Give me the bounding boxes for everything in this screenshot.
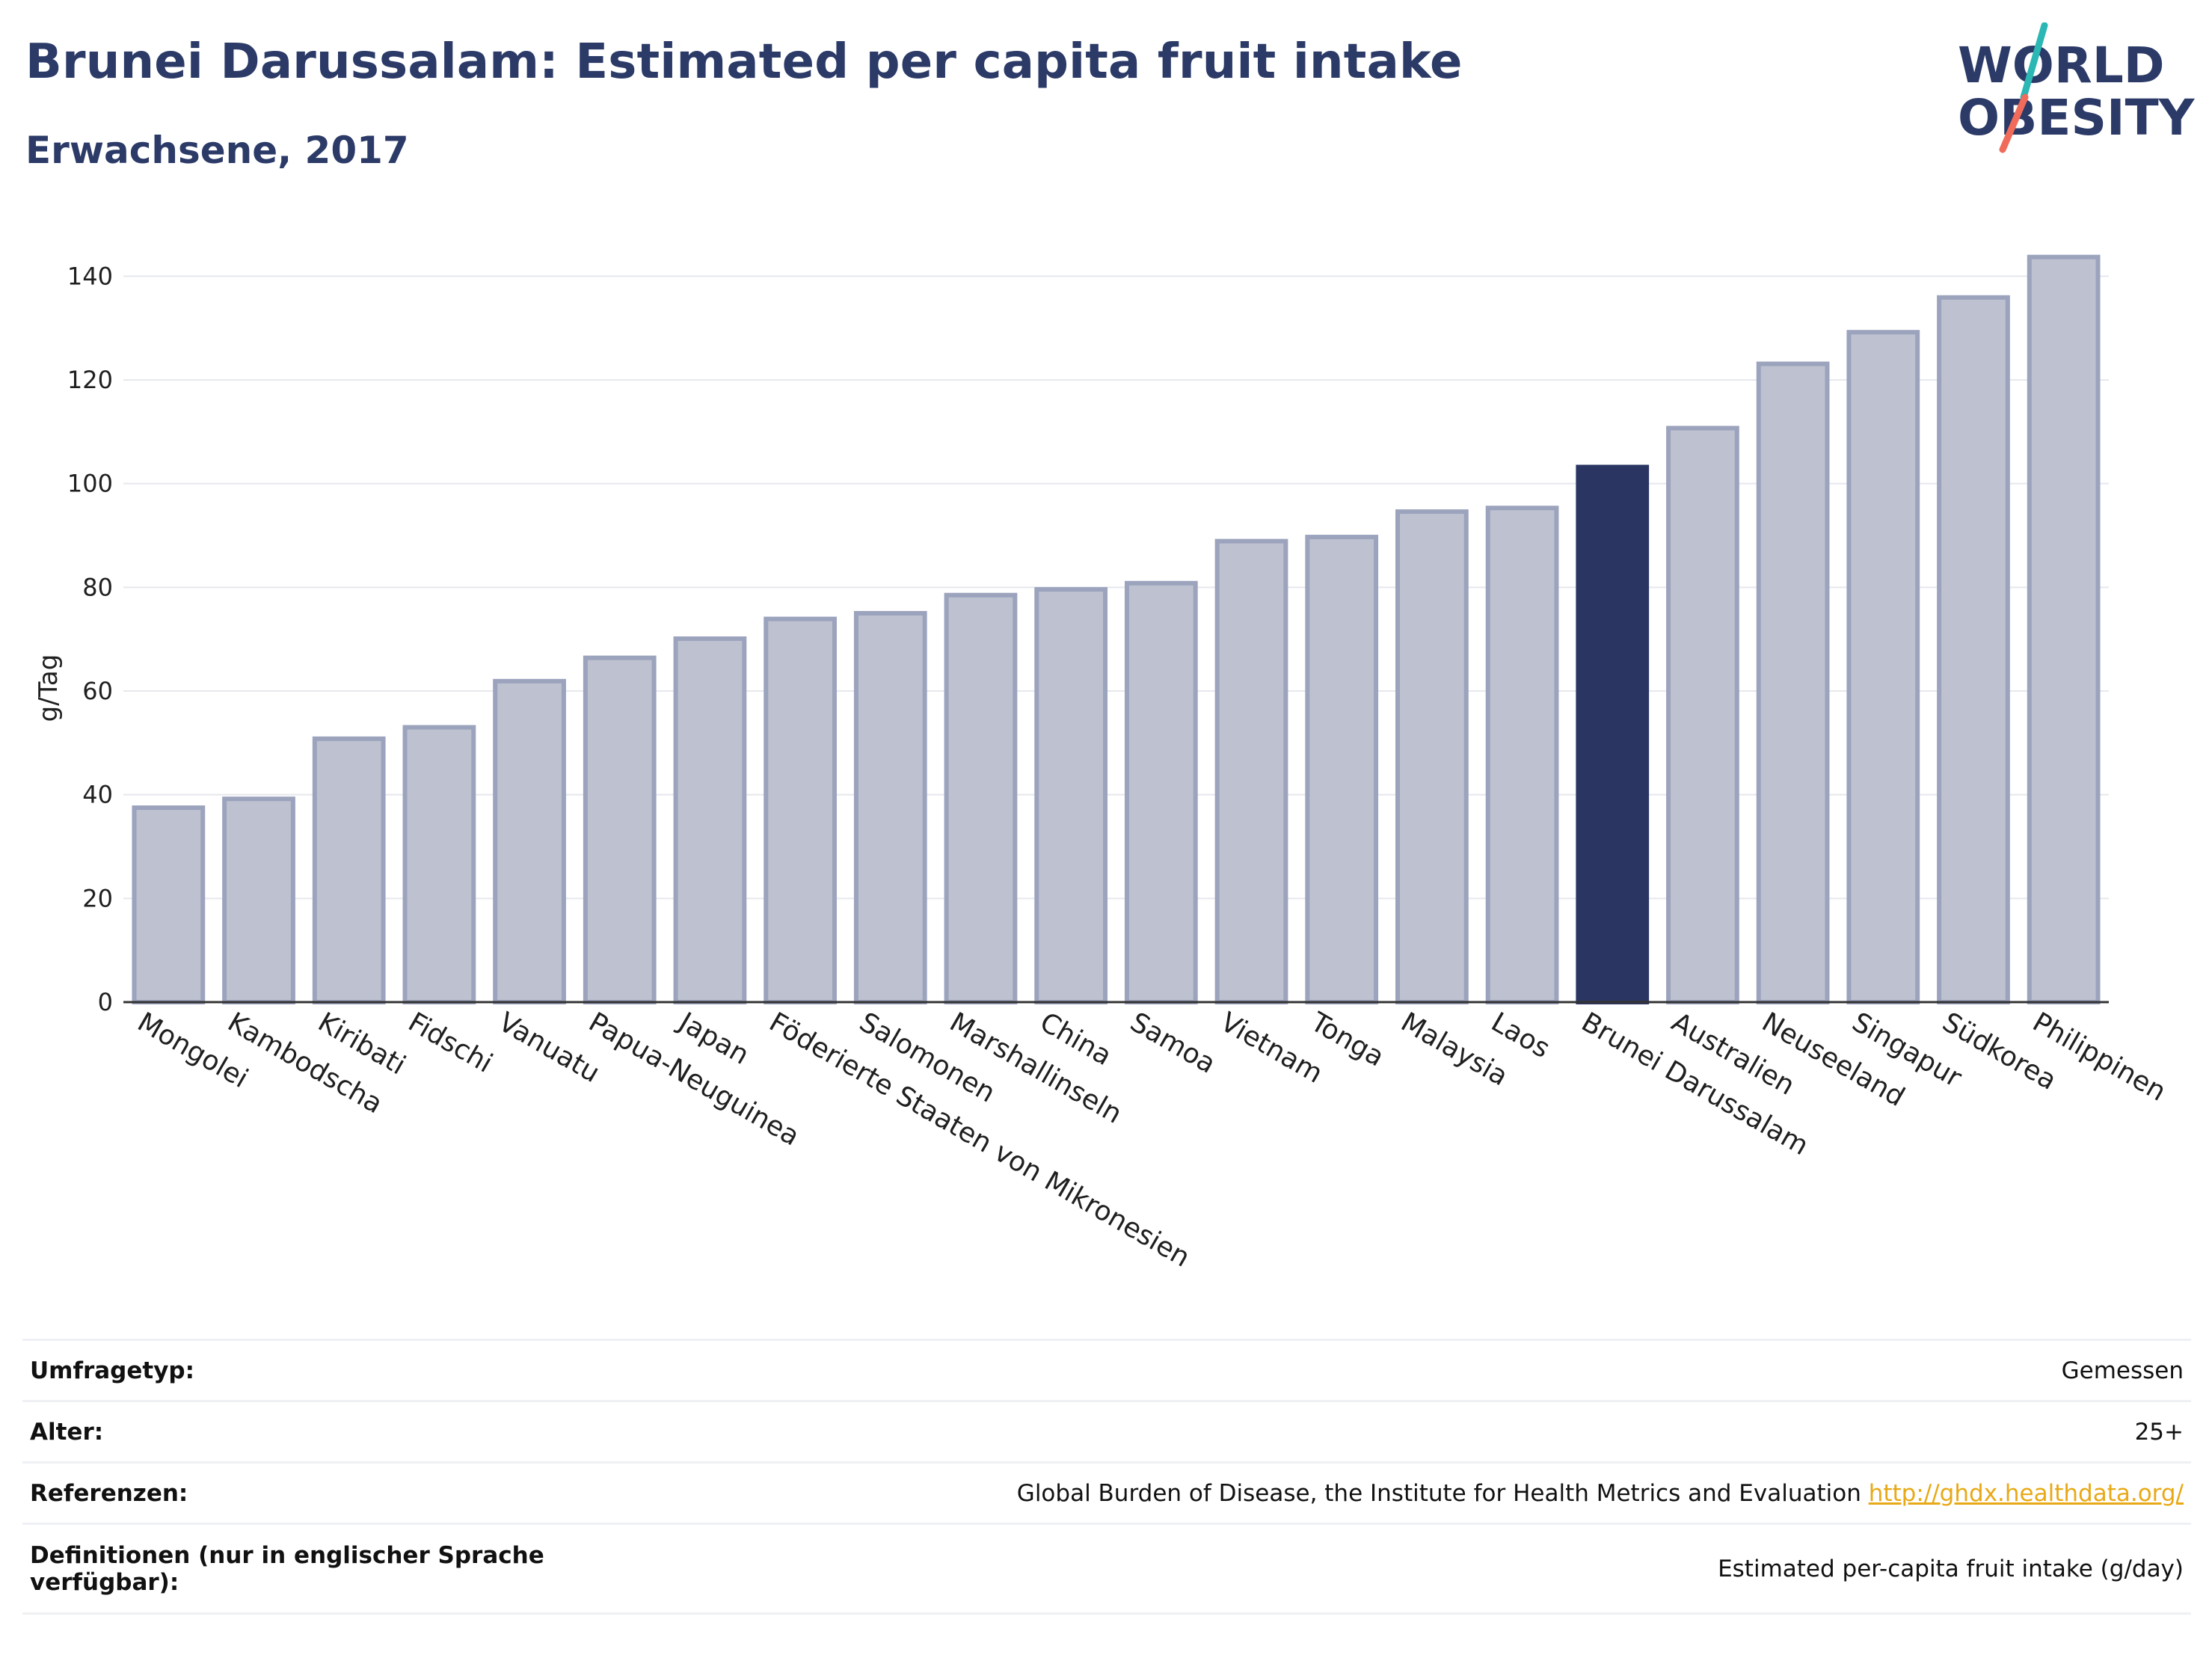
- info-key: Definitionen (nur in englischer Sprache …: [22, 1523, 576, 1615]
- bar: [673, 636, 747, 1004]
- y-tick-label: 20: [82, 884, 113, 912]
- info-value: Gemessen: [576, 1339, 2191, 1401]
- info-row-definitions: Definitionen (nur in englischer Sprache …: [22, 1523, 2191, 1615]
- bar: [1937, 295, 2010, 1004]
- y-tick-label: 60: [82, 677, 113, 705]
- info-key: Umfragetyp:: [22, 1339, 576, 1401]
- bar: [1214, 538, 1288, 1005]
- reference-link[interactable]: http://ghdx.healthdata.org/: [1868, 1479, 2184, 1507]
- world-obesity-logo: WORLD OBESITY: [1958, 22, 2196, 153]
- bar: [944, 592, 1018, 1004]
- bar: [1034, 587, 1108, 1004]
- info-table: Umfragetyp: Gemessen Alter: 25+ Referenz…: [22, 1339, 2191, 1615]
- x-tick-label: Vanuatu: [494, 1007, 605, 1089]
- bar: [1395, 509, 1469, 1004]
- info-value: Global Burden of Disease, the Institute …: [1016, 1479, 1861, 1507]
- logo-word-world: WORLD: [1958, 37, 2165, 94]
- x-tick-labels: MongoleiKambodschaKiribatiFidschiVanuatu…: [132, 1006, 2171, 1273]
- bar: [1756, 361, 1830, 1005]
- logo-slash-teal: [2020, 22, 2048, 101]
- x-tick-label: Fidschi: [403, 1007, 497, 1079]
- bar: [2027, 254, 2101, 1005]
- info-row-survey-type: Umfragetyp: Gemessen: [22, 1339, 2191, 1401]
- bar: [312, 736, 386, 1005]
- bar-chart: 0 20 40 60 80 100 120 140 MongoleiKambodschaKir…: [34, 254, 2171, 1274]
- x-tick-label: Kambodscha: [223, 1007, 388, 1120]
- y-tick-label: 40: [82, 781, 113, 809]
- bar: [1666, 426, 1739, 1005]
- info-row-references: Referenzen: Global Burden of Disease, th…: [22, 1461, 2191, 1524]
- bar: [853, 611, 927, 1004]
- logo-word-obesity: OBESITY: [1958, 89, 2196, 147]
- info-value: Estimated per-capita fruit intake (g/day…: [576, 1523, 2191, 1615]
- x-tick-label: Samoa: [1125, 1007, 1220, 1080]
- y-tick-label: 140: [67, 262, 113, 290]
- chart-subtitle: Erwachsene, 2017: [25, 129, 409, 172]
- y-tick-label: 80: [82, 573, 113, 601]
- x-tick-label: Philippinen: [2027, 1007, 2171, 1108]
- bar: [132, 805, 206, 1004]
- bars: [132, 254, 2101, 1005]
- x-tick-label: Vietnam: [1215, 1007, 1327, 1090]
- bar: [493, 678, 566, 1004]
- bar: [1124, 580, 1198, 1004]
- y-axis-label: g/Tag: [34, 654, 64, 722]
- bar: [583, 655, 657, 1004]
- bar-highlight: [1576, 464, 1650, 1005]
- bar: [222, 796, 295, 1004]
- y-tick-labels: 0 20 40 60 80 100 120 140: [67, 262, 113, 1016]
- y-tick-label: 100: [67, 470, 113, 498]
- chart-title: Brunei Darussalam: Estimated per capita …: [25, 34, 1463, 90]
- y-tick-label: 120: [67, 366, 113, 394]
- y-tick-label: 0: [98, 988, 113, 1016]
- info-key: Referenzen:: [22, 1461, 576, 1524]
- bar: [1305, 535, 1379, 1004]
- bar: [1846, 330, 1920, 1005]
- info-key: Alter:: [22, 1400, 576, 1463]
- info-value: 25+: [576, 1400, 2191, 1463]
- bar: [402, 725, 476, 1004]
- bar: [1485, 506, 1559, 1004]
- info-row-age: Alter: 25+: [22, 1400, 2191, 1463]
- logo-slash-coral: [1999, 93, 2029, 153]
- bar: [764, 616, 837, 1004]
